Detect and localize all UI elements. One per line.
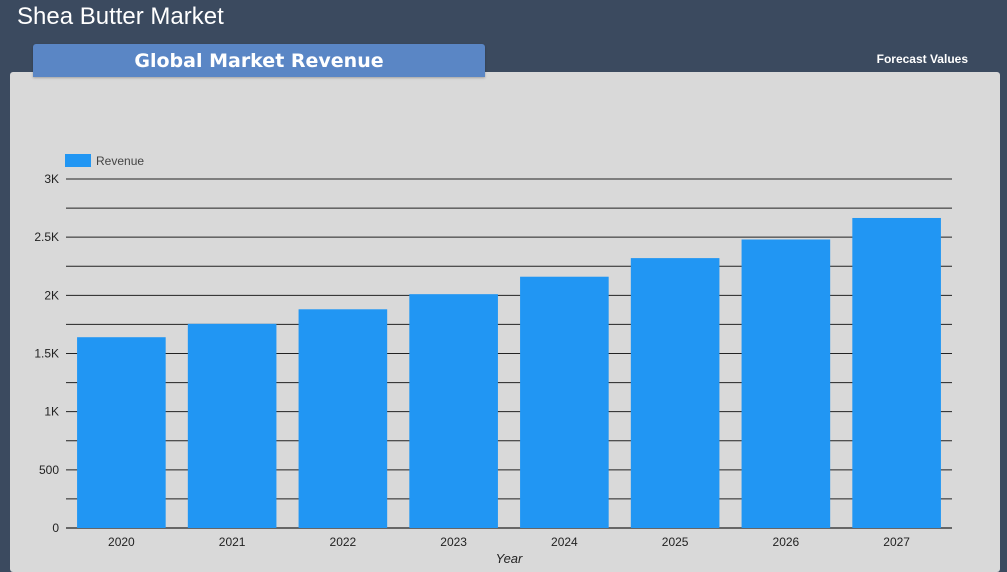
legend-label-revenue[interactable]: Revenue (96, 154, 144, 168)
x-tick-label: 2022 (330, 535, 357, 549)
x-tick-label: 2020 (108, 535, 135, 549)
y-tick-label: 3K (44, 172, 59, 186)
page-title: Shea Butter Market (17, 3, 224, 30)
bar-2023[interactable] (409, 294, 498, 528)
bar-2022[interactable] (298, 309, 388, 528)
y-tick-label: 1K (44, 405, 59, 419)
forecast-values-label[interactable]: Forecast Values (876, 52, 968, 66)
y-tick-label: 1.5K (34, 347, 59, 361)
y-tick-label: 0 (52, 521, 59, 535)
x-tick-label: 2024 (551, 535, 578, 549)
x-tick-label: 2027 (883, 535, 910, 549)
bar-2025[interactable] (630, 258, 720, 528)
x-tick-label: 2023 (440, 535, 467, 549)
tab-global-market-revenue[interactable]: Global Market Revenue (33, 44, 485, 77)
bar-2020[interactable] (77, 337, 166, 528)
bar-2026[interactable] (741, 239, 831, 528)
y-axis-ticks: 0 500 1K 1.5K 2K 2.5K 3K (34, 172, 59, 535)
bar-2021[interactable] (187, 323, 277, 528)
x-axis-title: Year (496, 551, 523, 566)
x-tick-label: 2021 (219, 535, 246, 549)
x-axis-ticks: 2020 2021 2022 2023 2024 2025 2026 2027 (108, 535, 910, 549)
chart-panel (10, 72, 1000, 572)
y-tick-label: 500 (39, 463, 59, 477)
y-tick-label: 2K (44, 288, 59, 302)
bar-2024[interactable] (520, 276, 609, 528)
x-tick-label: 2025 (662, 535, 689, 549)
x-tick-label: 2026 (773, 535, 800, 549)
y-tick-label: 2.5K (34, 230, 59, 244)
bars (77, 217, 941, 528)
legend-swatch-revenue[interactable] (65, 154, 91, 167)
bar-2027[interactable] (852, 217, 941, 528)
legend: Revenue (65, 154, 144, 168)
